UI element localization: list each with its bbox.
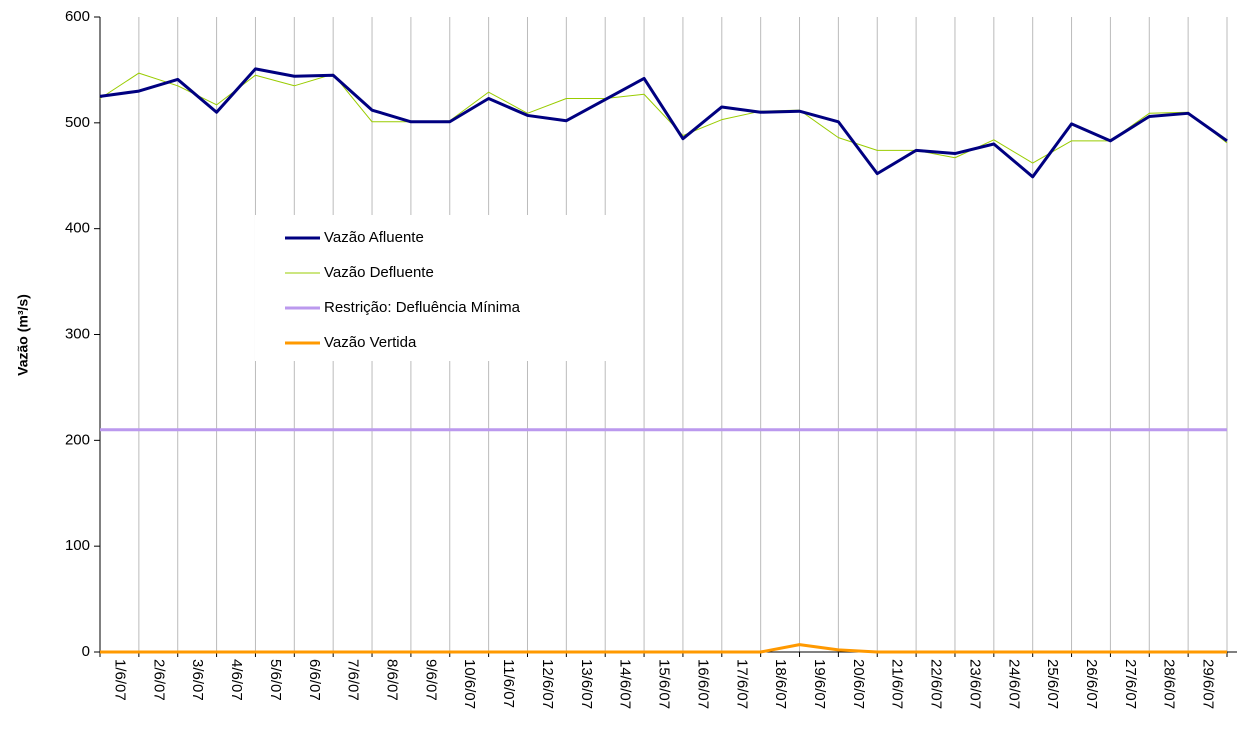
y-tick-label: 600 [65,8,90,25]
x-tick-label: 13/6/07 [578,659,595,709]
legend-label: Vazão Vertida [324,334,417,351]
x-tick-label: 12/6/07 [539,659,556,709]
x-tick-label: 10/6/07 [461,659,478,709]
series-line [99,72,1228,164]
y-tick-label: 400 [65,220,90,237]
x-tick-label: 20/6/07 [850,659,867,709]
x-tick-label: 29/6/07 [1200,659,1217,709]
y-tick-label: 0 [82,643,90,660]
x-tick-label: 22/6/07 [928,659,945,709]
y-tick-label: 200 [65,431,90,448]
x-tick-label: 19/6/07 [811,659,828,709]
legend-label: Vazão Defluente [324,264,434,281]
x-tick-label: 23/6/07 [966,659,983,709]
y-tick-label: 500 [65,114,90,131]
x-tick-label: 16/6/07 [694,659,711,709]
x-tick-label: 18/6/07 [772,659,789,709]
x-tick-label: 2/6/07 [150,659,167,701]
x-tick-label: 28/6/07 [1161,659,1178,709]
y-tick-label: 300 [65,325,90,342]
x-tick-label: 3/6/07 [189,659,206,701]
x-tick-label: 26/6/07 [1083,659,1100,709]
x-tick-label: 11/6/07 [500,659,517,708]
x-tick-label: 5/6/07 [267,659,284,701]
x-tick-label: 7/6/07 [345,659,362,701]
y-axis-label: Vazão (m³/s) [15,294,31,376]
x-tick-label: 15/6/07 [656,659,673,709]
series-line [99,67,1228,179]
x-tick-label: 8/6/07 [383,659,400,701]
x-tick-label: 6/6/07 [306,659,323,701]
legend-label: Restrição: Defluência Mínima [324,299,521,316]
x-tick-label: 1/6/07 [111,659,128,701]
x-tick-label: 9/6/07 [422,659,439,701]
legend: Vazão Afluente Vazão Defluente Restrição: … [255,215,635,361]
x-tick-label: 24/6/07 [1005,659,1022,709]
legend-label: Vazão Afluente [324,229,424,246]
x-tick-label: 4/6/07 [228,659,245,701]
x-tick-label: 25/6/07 [1044,659,1061,709]
series-line [100,643,1227,654]
x-tick-label: 27/6/07 [1122,659,1139,709]
x-tick-label: 14/6/07 [617,659,634,709]
y-tick-label: 100 [65,537,90,554]
x-tick-label: 21/6/07 [889,659,906,709]
x-tick-label: 17/6/07 [733,659,750,709]
